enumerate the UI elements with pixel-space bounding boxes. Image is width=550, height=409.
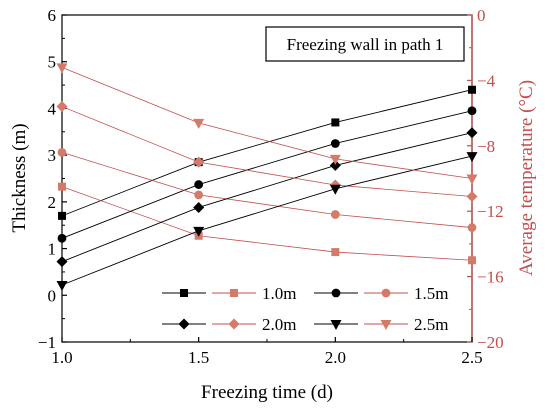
left-tick-label: 1 bbox=[48, 240, 57, 259]
series-point bbox=[56, 256, 68, 268]
series-point bbox=[329, 159, 341, 171]
series-point bbox=[331, 118, 340, 127]
bottom-axis-ticks: 1.0 1.5 2.0 2.5 bbox=[51, 337, 483, 367]
series-point bbox=[330, 210, 340, 219]
series-point bbox=[329, 154, 341, 165]
legend-label: 2.5m bbox=[414, 315, 448, 334]
right-axis-title: Average temperature (°C) bbox=[516, 80, 537, 276]
series-point bbox=[467, 106, 477, 116]
series-line bbox=[61, 132, 473, 263]
left-tick-label: 6 bbox=[48, 6, 57, 25]
series-line bbox=[61, 151, 473, 228]
series-line bbox=[61, 110, 473, 239]
legend-marker bbox=[331, 288, 341, 298]
right-tick-label: 0 bbox=[477, 6, 486, 25]
legend-label: 1.5m bbox=[414, 284, 448, 303]
legend-marker bbox=[180, 289, 188, 297]
annotation-frame bbox=[265, 26, 465, 62]
series-line bbox=[61, 66, 473, 179]
left-tick-label: 3 bbox=[48, 146, 57, 165]
bottom-tick-label: 1.5 bbox=[188, 348, 209, 367]
series-point bbox=[194, 180, 204, 189]
series-point bbox=[58, 182, 66, 191]
annotation-box: Freezing wall in path 1 bbox=[265, 26, 465, 62]
left-axis-title: Thickness (m) bbox=[9, 123, 30, 232]
right-tick-label: −12 bbox=[477, 202, 504, 221]
series-point bbox=[56, 63, 68, 74]
series-layer bbox=[56, 63, 478, 292]
series-point bbox=[57, 233, 67, 243]
bottom-tick-label: 2.0 bbox=[325, 348, 346, 367]
series-point bbox=[329, 184, 341, 195]
annotation-text: Freezing wall in path 1 bbox=[287, 35, 444, 54]
legend-marker bbox=[230, 289, 238, 297]
right-tick-label: −8 bbox=[477, 137, 495, 156]
legend-label: 1.0m bbox=[262, 284, 296, 303]
series-point bbox=[466, 190, 478, 202]
series-point bbox=[468, 256, 476, 265]
series-point bbox=[193, 226, 205, 237]
bottom-tick-label: 1.0 bbox=[51, 348, 72, 367]
series-point bbox=[331, 248, 340, 257]
legend: 1.0m 1.5m 2.0m 2.5m bbox=[162, 284, 448, 334]
legend-label: 2.0m bbox=[262, 315, 296, 334]
left-tick-label: −1 bbox=[38, 333, 56, 352]
series-point bbox=[57, 147, 67, 157]
x-axis-title: Freezing time (d) bbox=[201, 382, 333, 403]
series-point bbox=[56, 101, 68, 113]
series-point bbox=[193, 156, 205, 168]
series-line bbox=[61, 155, 473, 286]
right-axis-ticks: −20 −16 −12 −8 −4 0 bbox=[467, 6, 504, 352]
right-tick-label: −16 bbox=[477, 268, 504, 287]
right-tick-label: −20 bbox=[477, 333, 504, 352]
left-tick-label: 0 bbox=[48, 286, 57, 305]
legend-marker bbox=[380, 320, 392, 330]
series-point bbox=[58, 211, 66, 220]
series-point bbox=[466, 152, 478, 163]
legend-marker bbox=[228, 318, 240, 330]
bottom-tick-label: 2.5 bbox=[461, 348, 482, 367]
legend-marker bbox=[178, 318, 190, 330]
series-point bbox=[468, 85, 476, 94]
series-line bbox=[61, 186, 473, 261]
series-point bbox=[467, 223, 477, 232]
series-point bbox=[194, 190, 204, 200]
series-point bbox=[466, 127, 478, 139]
series-point bbox=[466, 174, 478, 185]
series-point bbox=[193, 201, 205, 213]
right-tick-label: −4 bbox=[477, 71, 496, 90]
left-tick-label: 4 bbox=[48, 99, 57, 118]
series-point bbox=[56, 281, 68, 292]
series-line bbox=[61, 89, 473, 217]
left-axis-ticks: −1 0 1 2 3 4 5 6 bbox=[38, 6, 67, 352]
left-tick-label: 5 bbox=[48, 53, 57, 72]
series-line bbox=[61, 106, 473, 197]
series-point bbox=[330, 139, 340, 148]
legend-marker bbox=[381, 288, 391, 298]
legend-marker bbox=[330, 320, 342, 330]
left-tick-label: 2 bbox=[48, 193, 57, 212]
series-point bbox=[193, 118, 205, 129]
